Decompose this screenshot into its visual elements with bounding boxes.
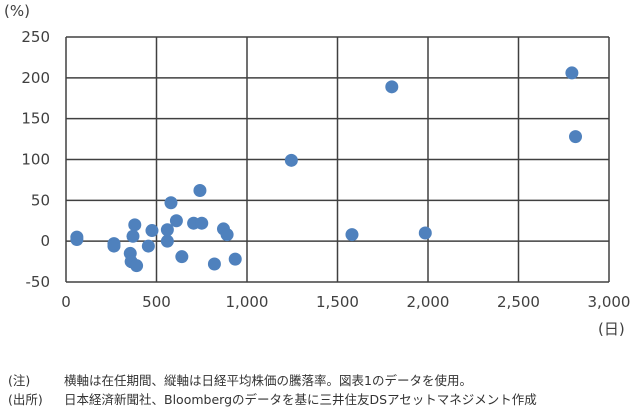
data-point <box>228 252 242 266</box>
x-axis-ticks: 0 500 1,000 1,500 2,000 2,500 3,000 <box>61 293 630 311</box>
x-tick-label: 2,500 <box>497 293 540 311</box>
source-row: (出所) 日本経済新聞社、Bloombergのデータを基に三井住友DSアセットマネ… <box>8 390 537 409</box>
note-text: 横軸は在任期間、縦軸は日経平均株価の騰落率。図表1のデータを使用。 <box>64 373 472 388</box>
data-point <box>141 239 155 253</box>
x-tick-label: 500 <box>142 293 171 311</box>
y-tick-label: 250 <box>21 28 50 46</box>
data-point <box>169 214 183 228</box>
data-point <box>385 80 399 94</box>
x-tick-label: 1,000 <box>226 293 269 311</box>
data-point <box>569 130 583 144</box>
data-point <box>126 229 140 243</box>
data-point <box>107 239 121 253</box>
data-point <box>160 223 174 237</box>
data-point <box>418 226 432 240</box>
source-label: (出所) <box>8 392 43 407</box>
y-tick-label: -50 <box>26 273 51 291</box>
note-label: (注) <box>8 373 31 388</box>
data-point <box>565 66 579 80</box>
grid <box>65 36 610 283</box>
data-points <box>70 66 583 273</box>
y-axis-unit: (%) <box>4 2 30 20</box>
data-point <box>128 218 142 232</box>
note-row: (注) 横軸は在任期間、縦軸は日経平均株価の騰落率。図表1のデータを使用。 <box>8 371 537 390</box>
data-point <box>70 233 84 247</box>
data-point <box>145 224 159 238</box>
y-tick-label: 200 <box>21 69 50 87</box>
data-point <box>164 196 178 210</box>
x-tick-label: 1,500 <box>316 293 359 311</box>
source-text: 日本経済新聞社、Bloombergのデータを基に三井住友DSアセットマネジメント… <box>64 392 537 407</box>
x-axis-unit: (日) <box>598 320 625 338</box>
data-point <box>345 228 359 242</box>
y-tick-label: 100 <box>21 151 50 169</box>
y-tick-label: 0 <box>40 232 50 250</box>
x-tick-label: 0 <box>61 293 71 311</box>
data-point <box>284 153 298 167</box>
data-point <box>175 250 189 264</box>
data-point <box>193 184 207 198</box>
footnotes: (注) 横軸は在任期間、縦軸は日経平均株価の騰落率。図表1のデータを使用。 (出所… <box>8 371 537 409</box>
y-axis-ticks: 250 200 150 100 50 0 -50 <box>21 28 50 291</box>
x-tick-label: 2,000 <box>407 293 450 311</box>
data-point <box>160 234 174 248</box>
y-tick-label: 150 <box>21 110 50 128</box>
y-tick-label: 50 <box>31 191 50 209</box>
x-tick-label: 3,000 <box>588 293 631 311</box>
data-point <box>130 259 144 273</box>
data-point <box>195 216 209 230</box>
data-point <box>220 228 234 242</box>
data-point <box>207 257 221 271</box>
